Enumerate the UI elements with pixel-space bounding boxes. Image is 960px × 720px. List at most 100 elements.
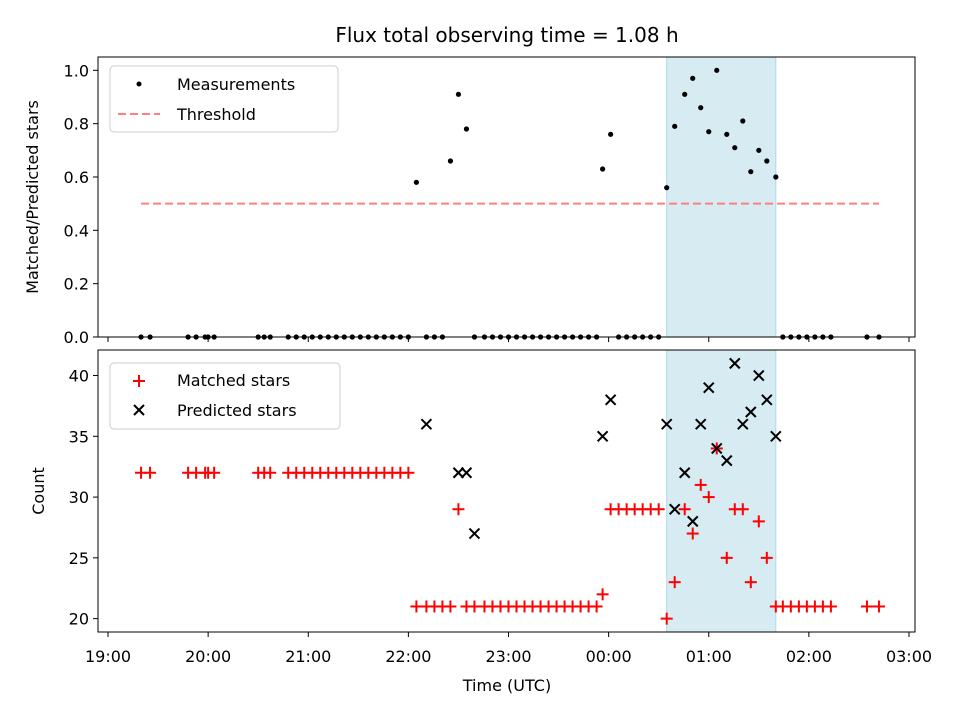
measurement-point [664,185,670,191]
predicted-star-point [761,394,773,406]
xtick-label: 02:00 [786,647,832,666]
predicted-star-point [695,418,707,430]
predicted-star-point [468,527,481,540]
legend-threshold-label: Threshold [176,105,256,124]
top-ytick-label: 0.4 [64,221,89,240]
top-ytick-label: 0.6 [64,168,89,187]
measurement-point [463,126,470,132]
bottom-highlight-span [666,349,777,633]
top-y-axis: 0.0 0.2 0.4 0.6 0.8 1.0 [64,61,98,347]
matched-star-point [144,466,157,479]
predicted-star-point [770,430,782,443]
matched-star-point [752,515,765,528]
matched-star-point [652,503,665,516]
measurement-point [706,129,712,135]
measurement-point [732,145,738,151]
measurement-point [682,91,688,97]
top-x-axis-ticks [107,337,910,342]
legend-measurements-marker [136,81,142,87]
predicted-star-point [729,357,741,370]
matched-star-point [402,466,415,479]
bottom-y-axis-title: Count [29,467,48,515]
top-legend: Measurements Threshold [109,65,339,133]
top-ytick-label: 0.0 [64,328,89,347]
matched-star-point [872,600,885,613]
matched-star-point [208,466,221,479]
predicted-star-point [711,442,723,455]
bottom-ytick-label: 25 [69,549,89,568]
top-ytick-label: 0.8 [64,115,89,134]
bottom-ytick-label: 20 [69,610,89,629]
top-highlight-span [666,56,777,338]
matched-star-point [760,551,773,564]
measurement-point [447,158,454,164]
matched-star-point [668,576,681,589]
predicted-star-point [460,467,473,479]
matched-star-point [686,527,699,540]
top-ytick-label: 1.0 [64,61,89,80]
measurement-point [773,174,779,180]
predicted-star-point [721,454,733,467]
matched-stars-series [135,442,885,625]
measurement-point [608,131,614,137]
measurement-point [413,179,419,185]
measurement-point [714,67,720,73]
matched-star-point [444,600,457,613]
predicted-star-point [745,406,757,418]
matched-star-point [452,503,465,516]
matched-star-point [596,588,609,601]
measurement-point [698,105,704,111]
matched-star-point [410,600,423,613]
predicted-stars-series [420,357,782,540]
legend-predicted-label: Predicted stars [177,401,297,420]
matched-star-point [860,600,873,613]
matched-star-point [744,576,757,589]
bottom-ytick-label: 35 [69,427,89,446]
matched-star-point [660,612,673,625]
measurement-point [756,147,762,153]
matched-star-point [702,491,715,504]
matched-star-point [824,600,837,613]
chart-title: Flux total observing time = 1.08 h [335,23,678,47]
xtick-label: 19:00 [85,647,131,666]
matched-star-point [590,600,603,613]
legend-measurements-label: Measurements [177,75,295,94]
predicted-star-point [737,418,749,430]
top-y-axis-title: Matched/Predicted stars [23,100,42,294]
bottom-legend-box [109,362,341,430]
xtick-label: 23:00 [485,647,531,666]
xtick-label: 00:00 [586,647,632,666]
predicted-star-point [668,503,681,515]
predicted-star-point [753,369,765,382]
predicted-star-point [420,418,433,430]
matched-star-point [264,466,277,479]
bottom-panel: 20 25 30 35 40 19:00 20:00 21:00 22:00 23:00 00:0… [29,349,932,695]
legend-matched-label: Matched stars [177,371,290,390]
bottom-y-axis: 20 25 30 35 40 [69,367,98,629]
top-panel: 0.0 0.2 0.4 0.6 0.8 1.0 Matched/Predicted sta… [23,56,916,347]
legend-matched-marker [133,375,145,387]
matched-star-point [678,503,691,516]
measurement-point [690,75,696,81]
measurement-point [764,158,770,164]
xtick-label: 21:00 [285,647,331,666]
legend-predicted-marker [133,404,145,416]
xtick-label: 20:00 [185,647,231,666]
predicted-star-point [679,467,691,479]
measurement-point [740,118,746,124]
top-ytick-label: 0.2 [64,275,89,294]
predicted-star-point [703,381,715,394]
matched-star-point [468,600,481,613]
xtick-label: 01:00 [686,647,732,666]
measurement-point [748,169,754,175]
bottom-ytick-label: 30 [69,488,89,507]
predicted-star-point [660,418,673,430]
measurement-point [724,131,730,137]
predicted-star-point [604,394,617,406]
top-axes-frame [97,56,916,338]
matched-star-point [694,478,707,491]
measurement-point [600,166,606,172]
x-axis-title: Time (UTC) [462,676,551,695]
predicted-star-point [687,515,699,528]
